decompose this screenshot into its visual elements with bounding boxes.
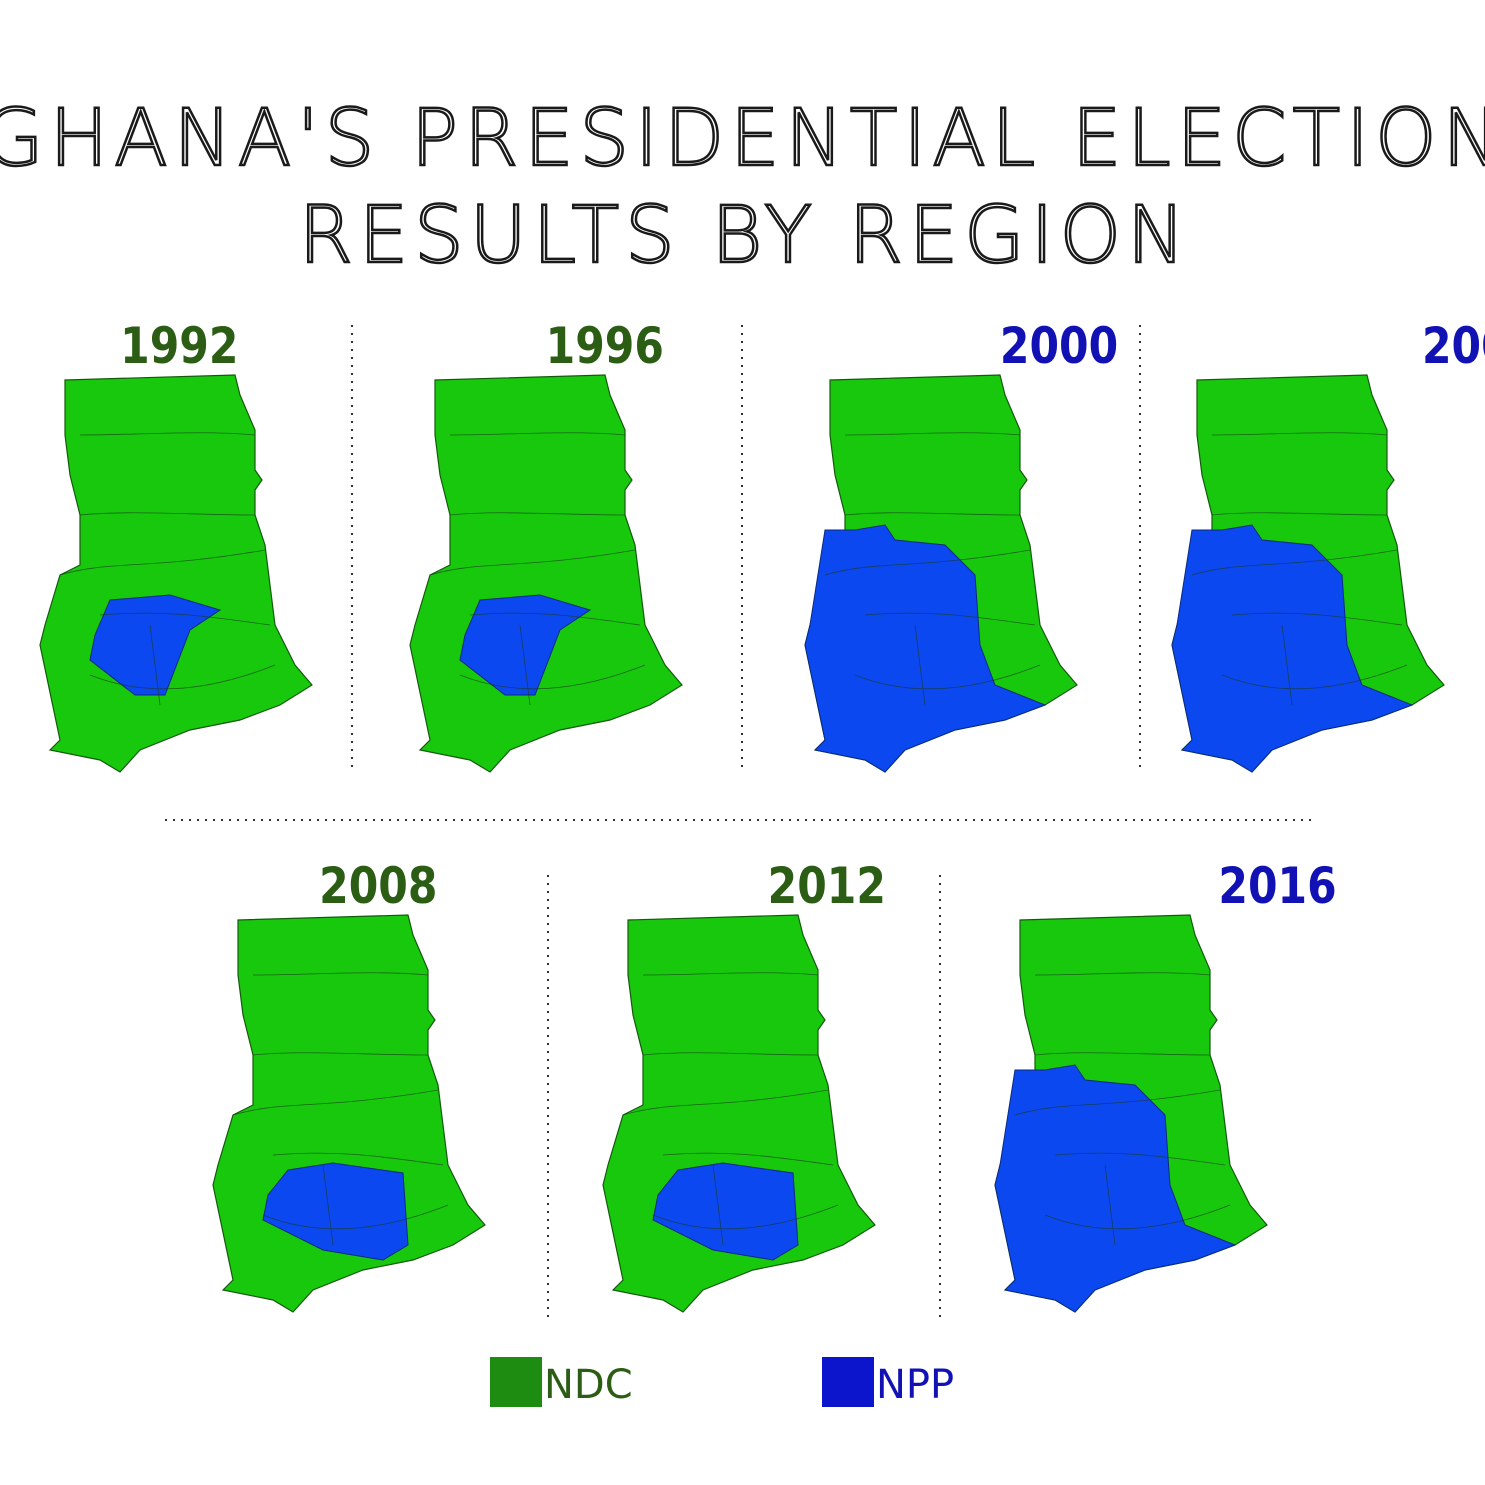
legend-swatch [490,1357,542,1407]
ghana-map [804,374,1078,773]
npp-regions [262,1162,409,1261]
region-borders [232,972,449,1246]
title-line: RESULTS BY REGION [299,191,1192,281]
npp-regions [1171,524,1414,773]
year-label: 2012 [768,857,886,915]
ghana-map [1171,374,1445,773]
legend-label: NPP [876,1362,954,1408]
npp-regions [459,594,592,696]
region-borders [1014,972,1231,1246]
year-label: 1996 [546,317,664,375]
region-borders [622,972,839,1246]
year-label: 2000 [1000,317,1118,375]
ghana-map [602,914,876,1313]
title-line: GHANA'S PRESIDENTIAL ELECTION [0,94,1485,184]
region-borders [1191,432,1408,706]
npp-regions [89,594,222,696]
ghana-map [212,914,486,1313]
year-label: 2016 [1218,857,1336,915]
region-borders [824,432,1041,706]
year-label: 2008 [319,857,437,915]
ghana-map [994,914,1268,1313]
ghana-map [409,374,683,773]
ghana-map [39,374,313,773]
npp-regions [652,1162,799,1261]
legend-label: NDC [544,1362,633,1408]
year-label: 2004 [1422,317,1485,375]
region-borders [59,432,276,706]
year-label: 1992 [120,317,238,375]
region-borders [429,432,646,706]
map-outline [39,374,313,773]
npp-regions [994,1064,1237,1313]
npp-regions [804,524,1047,773]
legend-swatch [822,1357,874,1407]
map-outline [409,374,683,773]
